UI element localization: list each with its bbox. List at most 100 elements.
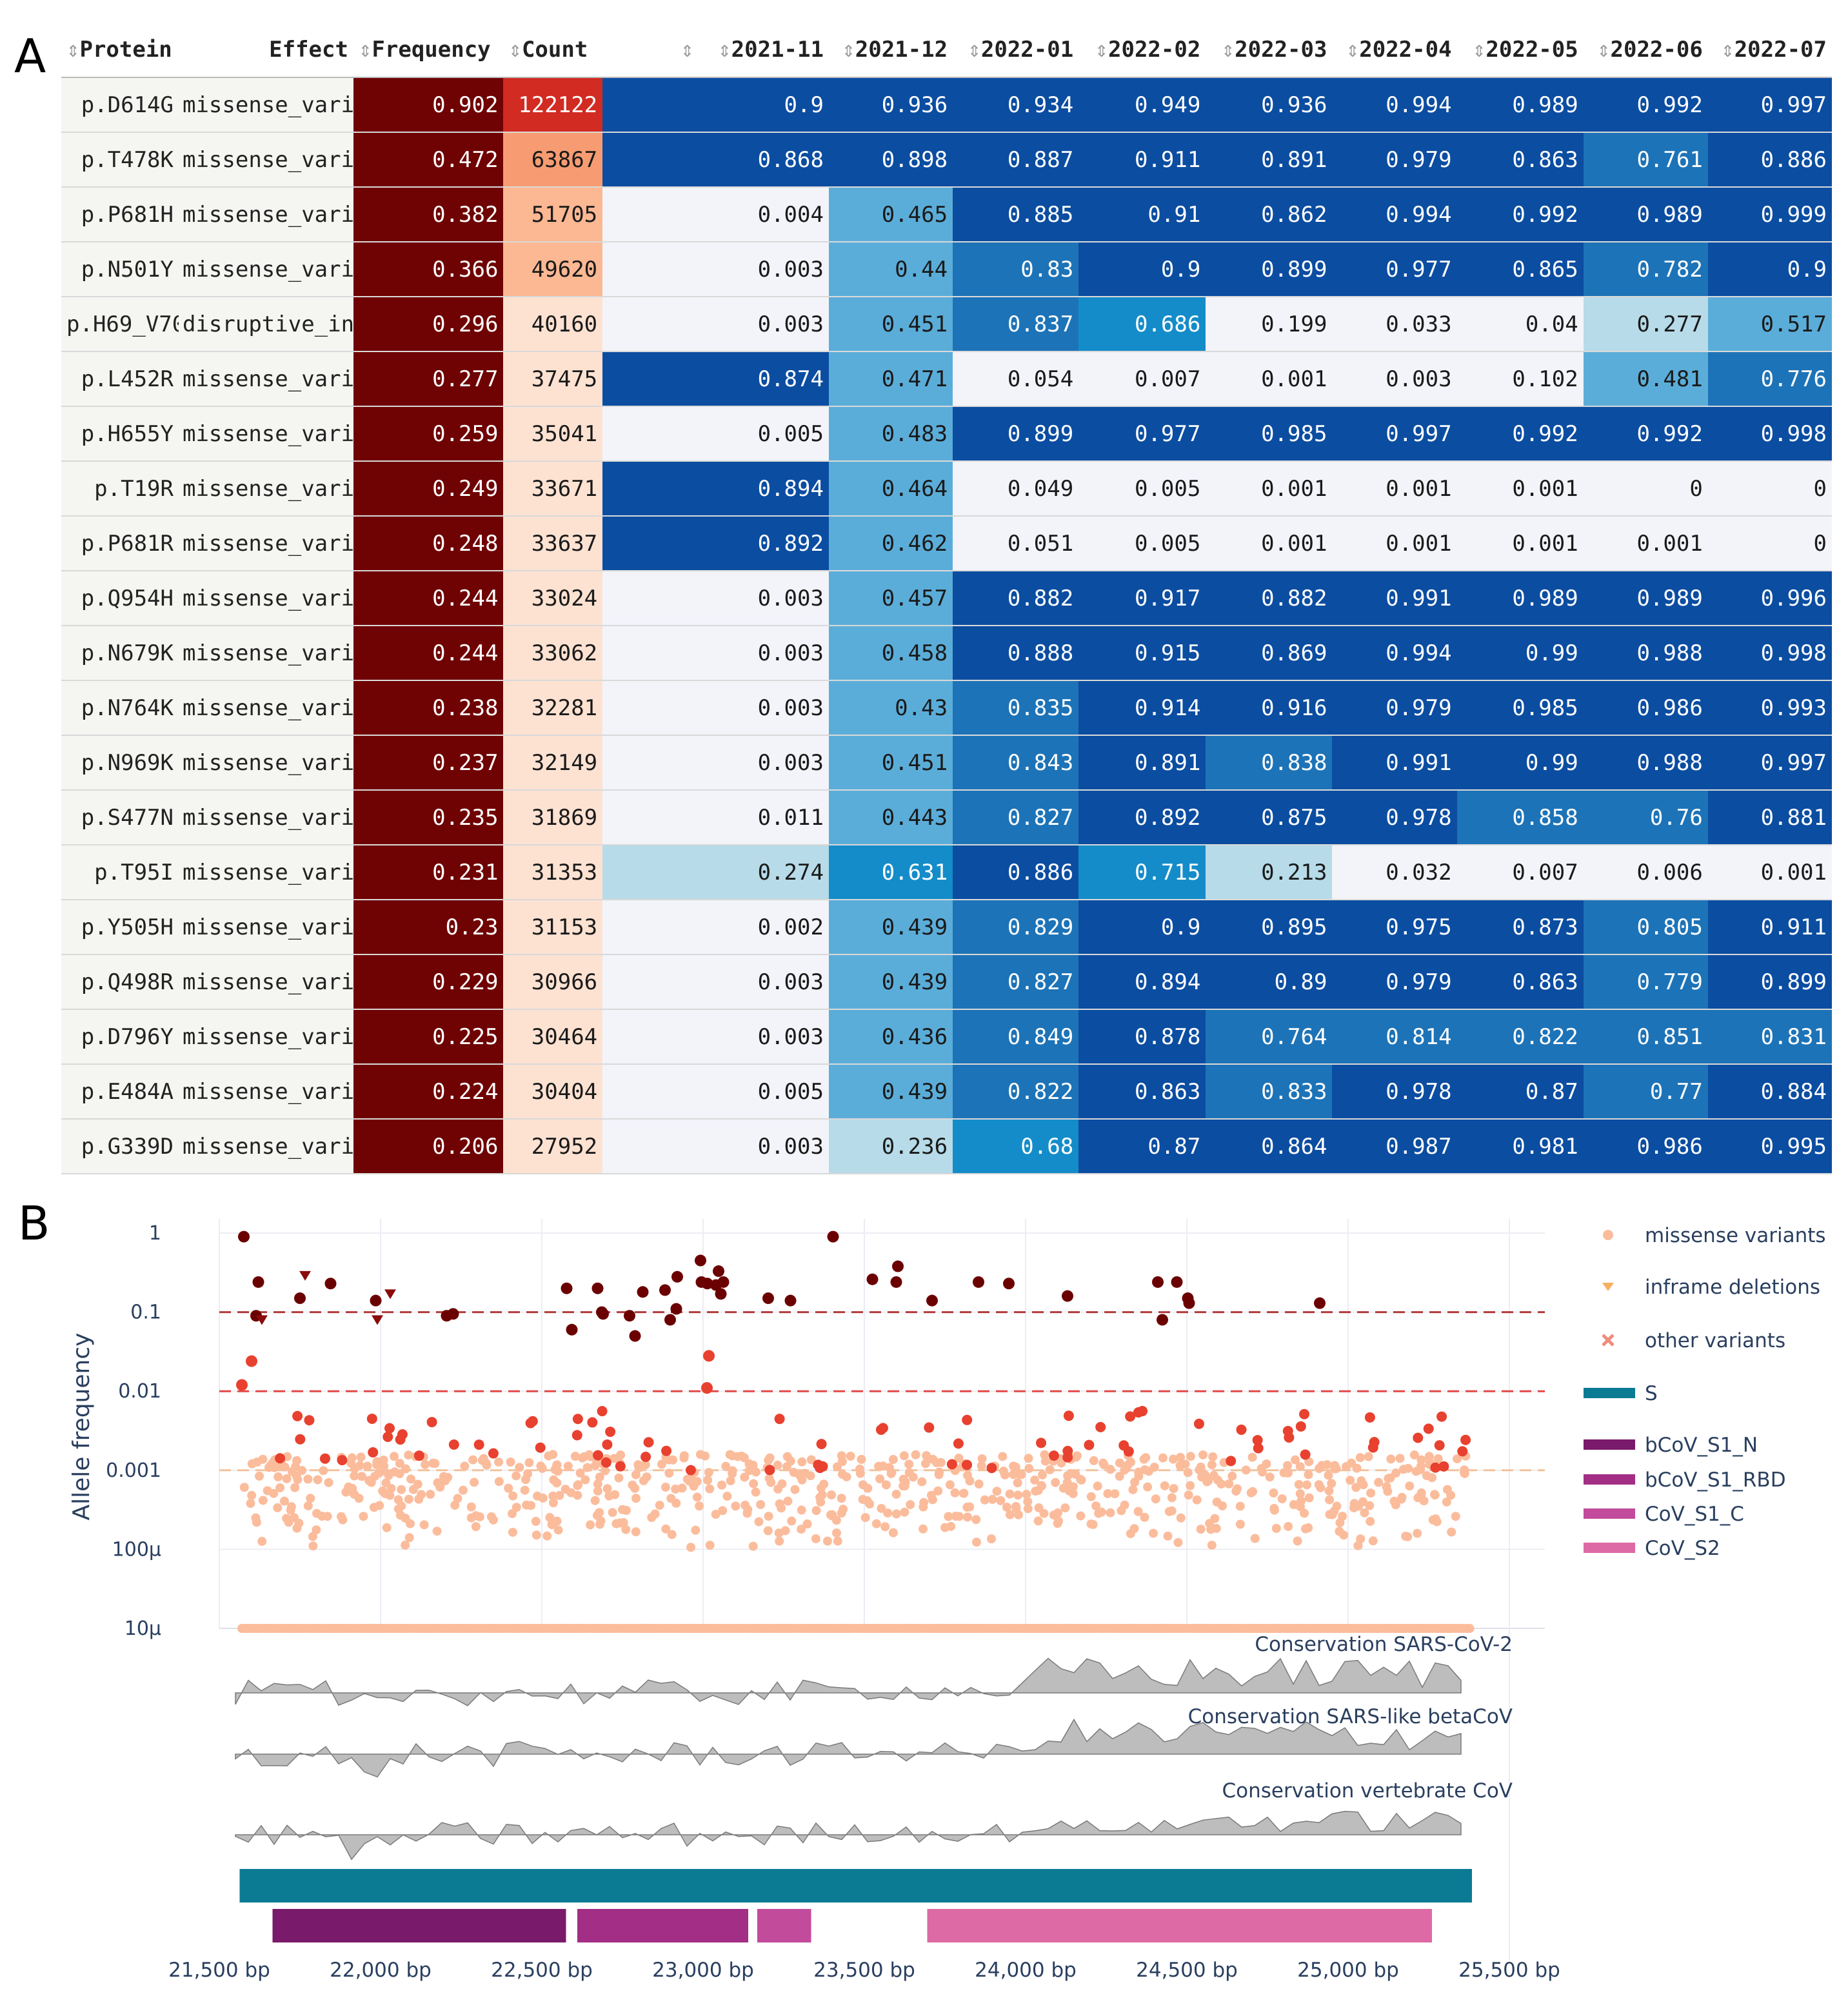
table-row[interactable]: p.G339D missense_vari 0.206 27952 0.003 0.236… — [61, 1119, 1832, 1174]
variant-point — [1033, 1516, 1043, 1526]
table-row[interactable]: p.N969K missense_vari 0.237 32149 0.003 0.451… — [61, 735, 1832, 791]
y-tick-label: 100μ — [112, 1538, 161, 1561]
column-header-9[interactable]: ⇕2022-03 — [1206, 23, 1333, 78]
frequency-cell: 0.235 — [353, 790, 504, 845]
legend-label: other variants — [1645, 1329, 1785, 1352]
table-row[interactable]: p.N501Y missense_vari 0.366 49620 0.003 0.44 0… — [61, 242, 1832, 297]
y-tick-label: 0.001 — [106, 1459, 161, 1482]
table-row[interactable]: p.H69_V70deldisruptive_in0.296401600.003… — [61, 297, 1832, 352]
variant-point — [811, 1506, 821, 1516]
variant-point — [1430, 1490, 1440, 1499]
column-header-label: 2022-03 — [1235, 37, 1327, 63]
sort-icon[interactable]: ⇕ — [1472, 37, 1486, 63]
month-cell: 0.888 — [953, 626, 1079, 681]
sort-icon[interactable]: ⇕ — [1095, 37, 1109, 63]
column-header-3[interactable]: ⇕Count — [503, 23, 603, 78]
month-cell: 0.911 — [1078, 132, 1206, 188]
variant-point — [1422, 1471, 1431, 1481]
table-row[interactable]: p.P681H missense_vari 0.382 51705 0.004 0.465… — [61, 187, 1832, 242]
variant-point — [512, 1471, 521, 1481]
variant-point — [935, 1467, 944, 1477]
month-cell: 0.827 — [953, 954, 1079, 1010]
variant-point — [765, 1453, 775, 1463]
column-header-8[interactable]: ⇕2022-02 — [1078, 23, 1206, 78]
sort-icon[interactable]: ⇕ — [1597, 37, 1611, 63]
column-header-5[interactable]: ⇕2021-11 — [699, 23, 829, 78]
variant-point — [1089, 1456, 1098, 1465]
table-row[interactable]: p.T478K missense_vari 0.472 63867 0.868 0.898… — [61, 132, 1832, 188]
table-row[interactable]: p.T19R missense_vari 0.249 33671 0.894 0.464 0… — [61, 461, 1832, 517]
variant-point — [1277, 1494, 1287, 1504]
month-cell: 0.776 — [1707, 351, 1832, 407]
table-row[interactable]: p.D614G missense_vari 0.902 122122 0.9 0.936 0… — [61, 77, 1832, 133]
table-row[interactable]: p.L452R missense_vari 0.277 37475 0.874 0.471… — [61, 351, 1832, 407]
variant-point — [1295, 1462, 1305, 1472]
variant-point — [1284, 1432, 1295, 1443]
variant-point — [826, 1490, 836, 1499]
variant-point — [677, 1483, 687, 1493]
table-row[interactable]: p.N764K missense_vari 0.238 32281 0.003 0.43 0… — [61, 680, 1832, 736]
variant-point — [1022, 1490, 1031, 1499]
effect-cell: missense_vari — [178, 187, 353, 242]
column-header-4[interactable]: ⇕ — [602, 23, 699, 78]
variant-point — [531, 1517, 541, 1527]
table-row[interactable]: p.Q498R missense_vari 0.229 30966 0.003 0.439… — [61, 954, 1832, 1010]
column-header-1[interactable]: Effect — [178, 23, 353, 78]
month-cell: 0.443 — [828, 790, 953, 845]
column-header-10[interactable]: ⇕2022-04 — [1332, 23, 1457, 78]
sort-icon[interactable]: ⇕ — [681, 37, 694, 63]
sort-icon[interactable]: ⇕ — [1346, 37, 1360, 63]
variant-point — [928, 1495, 937, 1505]
variant-point — [811, 1534, 820, 1543]
column-header-13[interactable]: ⇕2022-07 — [1707, 23, 1832, 78]
variant-point — [453, 1494, 462, 1503]
table-row[interactable]: p.Q954H missense_vari 0.244 33024 0.003 0.457… — [61, 571, 1832, 626]
column-header-2[interactable]: ⇕Frequency — [353, 23, 504, 78]
month-cell: 0.715 — [1078, 845, 1206, 900]
month-cell: 0.006 — [1583, 845, 1708, 900]
variant-point — [286, 1502, 296, 1512]
column-header-12[interactable]: ⇕2022-06 — [1583, 23, 1708, 78]
sort-icon[interactable]: ⇕ — [968, 37, 981, 63]
sort-icon[interactable]: ⇕ — [1721, 37, 1734, 63]
table-row[interactable]: p.N679K missense_vari 0.244 33062 0.003 0.458… — [61, 626, 1832, 681]
variant-point — [458, 1485, 468, 1495]
column-header-label: 2022-04 — [1359, 37, 1452, 63]
table-row[interactable]: p.P681R missense_vari 0.248 33637 0.892 0.462… — [61, 516, 1832, 571]
variant-point — [1352, 1463, 1362, 1473]
legend-label: inframe deletions — [1645, 1276, 1820, 1299]
sort-icon[interactable]: ⇕ — [718, 37, 731, 63]
column-header-label: 2022-06 — [1610, 37, 1703, 63]
variant-point — [601, 1457, 611, 1468]
legend-marker — [1584, 1388, 1635, 1398]
x-tick-label: 25,500 bp — [1458, 1959, 1560, 1982]
variant-point — [1160, 1481, 1169, 1490]
month-cell: 0.917 — [1078, 571, 1206, 626]
variant-point — [287, 1467, 297, 1476]
variant-point — [1076, 1511, 1086, 1521]
sort-icon[interactable]: ⇕ — [358, 37, 372, 63]
variant-point — [1433, 1454, 1443, 1463]
sort-icon[interactable]: ⇕ — [1221, 37, 1235, 63]
variant-point — [1346, 1476, 1355, 1485]
month-cell: 0.892 — [602, 516, 829, 571]
variant-point — [1005, 1489, 1015, 1499]
variant-point — [880, 1522, 890, 1532]
sort-icon[interactable]: ⇕ — [508, 37, 522, 63]
table-row[interactable]: p.H655Y missense_vari 0.259 35041 0.005 0.483… — [61, 406, 1832, 462]
column-header-0[interactable]: ⇕Protein muta — [61, 23, 179, 78]
sort-icon[interactable]: ⇕ — [66, 37, 80, 63]
column-header-6[interactable]: ⇕2021-12 — [828, 23, 953, 78]
month-cell: 0.891 — [1078, 735, 1206, 791]
table-row[interactable]: p.S477N missense_vari 0.235 31869 0.011 0.443… — [61, 790, 1832, 845]
variant-point — [350, 1471, 359, 1481]
variant-point — [721, 1461, 731, 1471]
table-row[interactable]: p.T95I missense_vari 0.231 31353 0.274 0.631 0… — [61, 845, 1832, 900]
table-row[interactable]: p.E484A missense_vari 0.224 30404 0.005 0.439… — [61, 1064, 1832, 1120]
table-row[interactable]: p.D796Y missense_vari 0.225 30464 0.003 0.436… — [61, 1009, 1832, 1065]
table-row[interactable]: p.Y505H missense_vari 0.23 31153 0.002 0.439 0… — [61, 900, 1832, 955]
column-header-11[interactable]: ⇕2022-05 — [1456, 23, 1584, 78]
column-header-7[interactable]: ⇕2022-01 — [953, 23, 1079, 78]
sort-icon[interactable]: ⇕ — [842, 37, 855, 63]
frequency-cell: 0.244 — [353, 626, 504, 681]
